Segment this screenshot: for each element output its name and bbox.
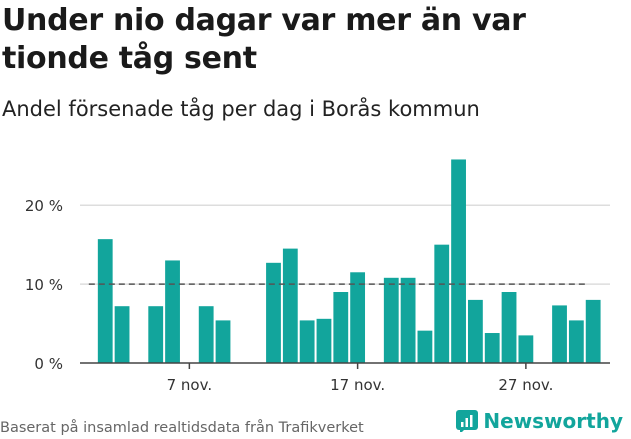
bar <box>316 318 332 363</box>
bar <box>148 306 164 363</box>
bar <box>451 159 466 363</box>
bar <box>585 299 601 363</box>
x-tick-label: 27 nov. <box>498 376 553 394</box>
brand-name: Newsworthy <box>483 409 623 433</box>
bar <box>333 292 349 363</box>
chart-title: Under nio dagar var mer än var tionde tå… <box>2 3 526 76</box>
source-note: Baserat på insamlad realtidsdata från Tr… <box>0 420 364 436</box>
newsworthy-logo[interactable]: Newsworthy <box>456 409 623 433</box>
newsworthy-logo-icon <box>456 410 479 432</box>
bar <box>383 277 399 363</box>
bar <box>215 320 231 363</box>
bar <box>282 248 298 363</box>
bar <box>467 299 483 363</box>
bar <box>299 320 315 363</box>
bar <box>501 292 517 363</box>
bar <box>266 262 281 363</box>
bar <box>165 260 180 363</box>
chart-subtitle: Andel försenade tåg per dag i Borås komm… <box>2 97 480 121</box>
y-tick-label: 10 % <box>25 276 63 294</box>
bar-chart: 0 % 10 % 20 % 7 nov. 17 nov. 27 nov. <box>25 159 610 394</box>
bar <box>552 305 567 363</box>
bar <box>400 277 416 363</box>
x-tick-label: 7 nov. <box>167 376 212 394</box>
y-tick-label: 0 % <box>34 355 63 373</box>
bar <box>198 306 214 363</box>
bar <box>350 272 366 363</box>
bar <box>518 335 534 363</box>
bar <box>97 239 113 363</box>
bar <box>568 320 584 363</box>
bar <box>417 330 433 363</box>
bar <box>114 306 130 363</box>
bar <box>434 244 450 363</box>
y-tick-label: 20 % <box>25 197 63 215</box>
bar <box>484 333 500 363</box>
x-tick-label: 17 nov. <box>330 376 385 394</box>
